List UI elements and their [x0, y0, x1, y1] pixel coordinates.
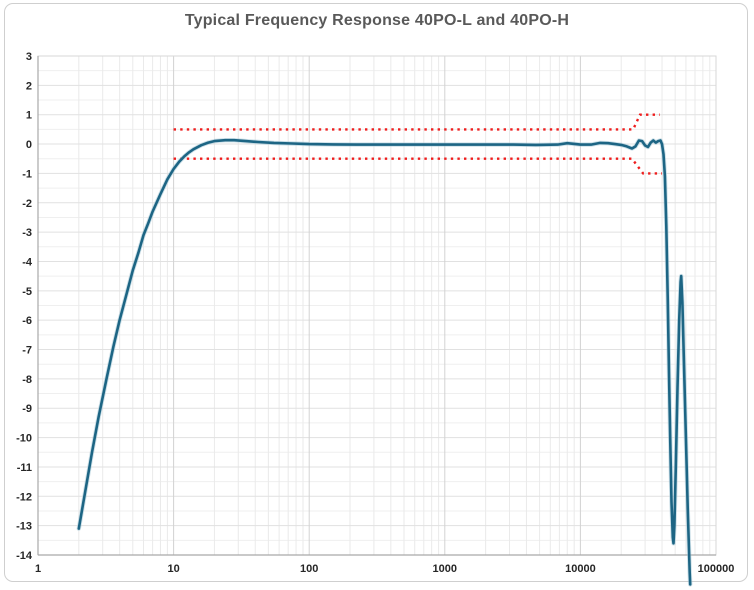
y-tick-label: 0 — [26, 139, 32, 151]
y-tick-label: -12 — [16, 491, 32, 503]
x-tick-label: 1000 — [433, 563, 457, 575]
y-tick-label: -7 — [22, 345, 32, 357]
chart-title: Typical Frequency Response 40PO-L and 40… — [184, 12, 570, 29]
y-tick-label: -8 — [22, 374, 32, 386]
grid-minor — [38, 56, 716, 555]
x-tick-label: 100000 — [698, 563, 735, 575]
y-tick-label: -6 — [22, 315, 32, 327]
y-tick-label: 1 — [26, 110, 32, 122]
y-axis-tick-labels: 3 2 1 0 -1 -2 -3 -4 -5 -6 -7 -8 -9 -10 -11 -12 -13 -14 — [16, 51, 33, 562]
y-tick-label: 2 — [26, 80, 32, 92]
y-tick-label: -5 — [22, 286, 32, 298]
y-tick-label: -4 — [22, 256, 33, 268]
lower-tolerance-limit — [173, 157, 662, 175]
y-tick-label: -2 — [22, 198, 32, 210]
x-axis-tick-labels: 1 10 100 1000 10000 100000 — [35, 563, 734, 575]
grid-major — [38, 56, 716, 555]
y-tick-label: 3 — [26, 51, 32, 63]
y-tick-label: -13 — [16, 521, 32, 533]
x-tick-label: 1 — [35, 563, 41, 575]
frequency-response-curve-halo — [76, 137, 693, 587]
upper-tolerance-limit — [173, 113, 660, 131]
y-tick-label: -3 — [22, 227, 32, 239]
frequency-response-curve — [77, 138, 692, 586]
x-tick-label: 10000 — [565, 563, 596, 575]
x-tick-label: 10 — [167, 563, 179, 575]
x-tick-label: 100 — [300, 563, 318, 575]
y-tick-label: -11 — [17, 462, 32, 474]
y-tick-label: -9 — [22, 403, 32, 415]
y-tick-label: -14 — [16, 550, 33, 562]
y-tick-label: -10 — [16, 433, 32, 445]
y-tick-label: -1 — [22, 168, 32, 180]
